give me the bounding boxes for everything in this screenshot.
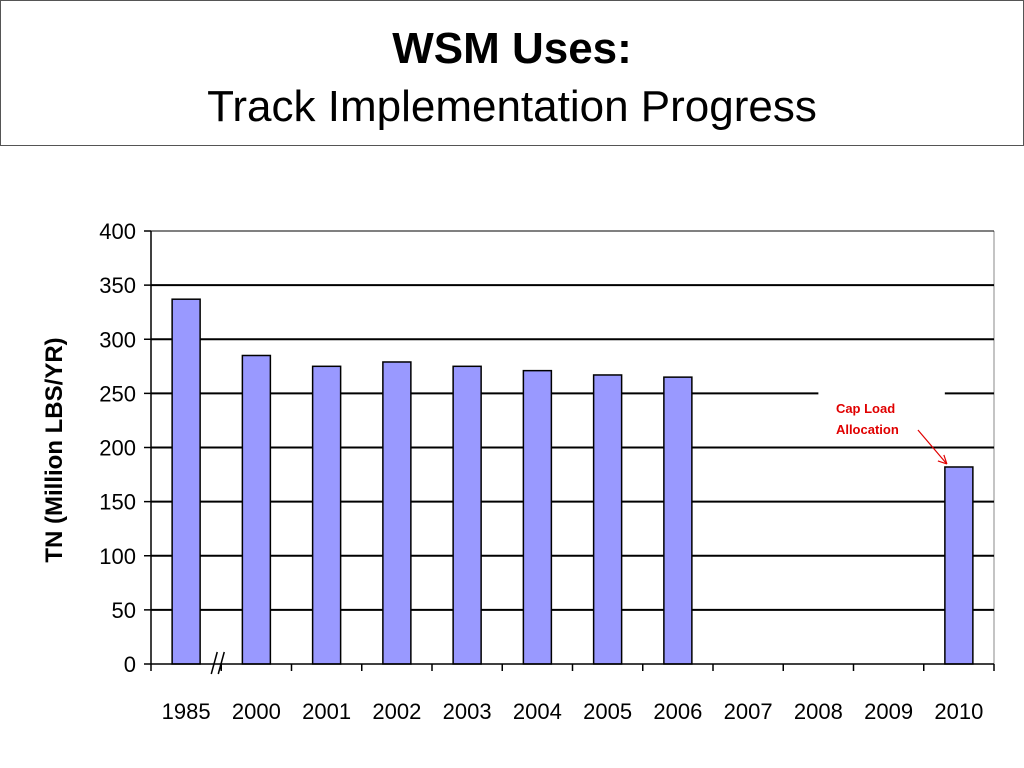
bar-2003 <box>452 365 482 665</box>
title-box: WSM Uses: Track Implementation Progress <box>0 0 1024 146</box>
x-tick-label: 2002 <box>372 699 421 724</box>
axis-break-mark <box>217 651 225 675</box>
x-tick-label: 2010 <box>934 699 983 724</box>
annotation-label: Allocation <box>836 422 899 437</box>
y-tick-label: 350 <box>99 273 136 298</box>
y-tick-label: 50 <box>112 598 136 623</box>
bar-2002 <box>382 361 412 665</box>
annotation-arrow-head <box>937 454 948 465</box>
x-tick-label: 2003 <box>443 699 492 724</box>
x-tick-label: 2006 <box>653 699 702 724</box>
bar-2006 <box>663 376 693 665</box>
bar-2010 <box>944 466 974 665</box>
page-title: WSM Uses: <box>392 24 632 73</box>
x-tick-label: 2005 <box>583 699 632 724</box>
annotation-arrow-line <box>917 429 948 465</box>
x-tick-label: 1985 <box>162 699 211 724</box>
y-tick-label: 100 <box>99 544 136 569</box>
y-axis-label: TN (Million LBS/YR) <box>41 337 68 563</box>
axis-break-mark <box>210 651 218 675</box>
y-tick-label: 300 <box>99 327 136 352</box>
x-tick-label: 2008 <box>794 699 843 724</box>
y-tick-label: 150 <box>99 490 136 515</box>
page-subtitle: Track Implementation Progress <box>207 82 817 131</box>
bar-2004 <box>522 369 553 665</box>
x-tick-label: 2004 <box>513 699 562 724</box>
y-tick-label: 0 <box>124 652 136 677</box>
bar-1985 <box>171 298 201 665</box>
x-tick-label: 2000 <box>232 699 281 724</box>
x-tick-label: 2001 <box>302 699 351 724</box>
bar-2005 <box>592 374 623 665</box>
y-tick-label: 250 <box>99 381 136 406</box>
annotation-label: Cap Load <box>836 401 895 416</box>
x-tick-label: 2009 <box>864 699 913 724</box>
y-tick-label: 400 <box>99 219 136 244</box>
bar-2000 <box>241 354 272 665</box>
y-tick-label: 200 <box>99 436 136 461</box>
bar-2001 <box>311 365 342 665</box>
x-tick-label: 2007 <box>724 699 773 724</box>
